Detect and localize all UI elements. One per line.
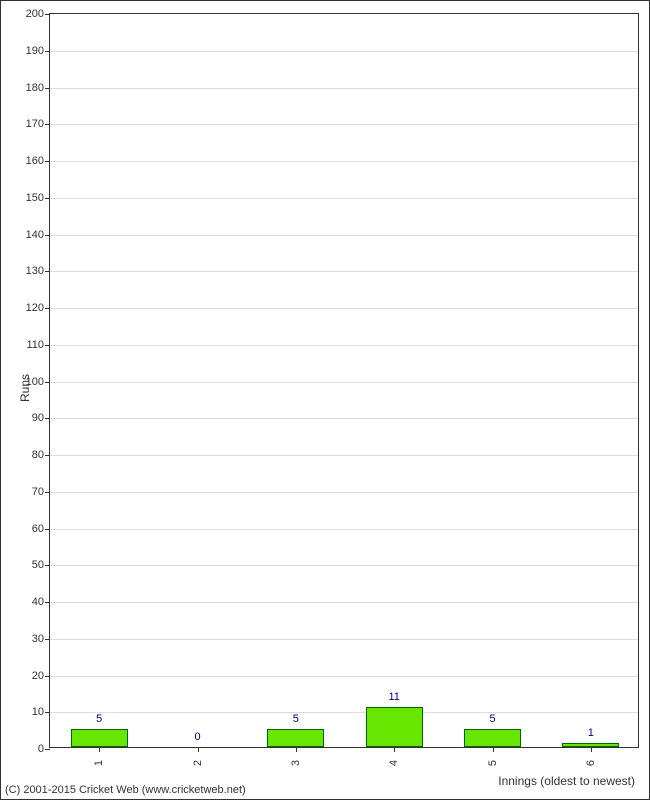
- gridline: [50, 492, 638, 493]
- y-tick-mark: [45, 382, 50, 383]
- gridline: [50, 124, 638, 125]
- x-tick-label: 1: [93, 760, 105, 766]
- x-tick-mark: [99, 747, 100, 752]
- gridline: [50, 602, 638, 603]
- gridline: [50, 161, 638, 162]
- y-tick-label: 80: [32, 449, 44, 461]
- bar: [464, 729, 521, 747]
- gridline: [50, 88, 638, 89]
- bar-value-label: 5: [96, 713, 102, 725]
- x-tick-label: 4: [388, 760, 400, 766]
- x-tick-mark: [198, 747, 199, 752]
- y-tick-mark: [45, 198, 50, 199]
- gridline: [50, 455, 638, 456]
- y-tick-mark: [45, 124, 50, 125]
- chart-container: 0102030405060708090100110120130140150160…: [0, 0, 650, 800]
- y-tick-mark: [45, 529, 50, 530]
- y-tick-mark: [45, 676, 50, 677]
- y-tick-label: 40: [32, 596, 44, 608]
- plot-area: 0102030405060708090100110120130140150160…: [49, 13, 639, 748]
- bar: [366, 707, 423, 747]
- y-tick-label: 10: [32, 706, 44, 718]
- bar-value-label: 0: [194, 731, 200, 743]
- gridline: [50, 676, 638, 677]
- y-tick-mark: [45, 749, 50, 750]
- gridline: [50, 639, 638, 640]
- y-tick-mark: [45, 418, 50, 419]
- y-tick-label: 140: [26, 229, 44, 241]
- x-tick-mark: [296, 747, 297, 752]
- y-tick-label: 50: [32, 559, 44, 571]
- y-tick-label: 60: [32, 523, 44, 535]
- gridline: [50, 382, 638, 383]
- y-tick-label: 110: [26, 339, 44, 351]
- y-tick-label: 170: [26, 118, 44, 130]
- y-tick-label: 160: [26, 155, 44, 167]
- gridline: [50, 529, 638, 530]
- y-tick-label: 0: [38, 743, 44, 755]
- gridline: [50, 198, 638, 199]
- y-tick-mark: [45, 161, 50, 162]
- y-tick-label: 150: [26, 192, 44, 204]
- y-tick-label: 200: [26, 8, 44, 20]
- bar-value-label: 5: [489, 713, 495, 725]
- gridline: [50, 308, 638, 309]
- y-tick-mark: [45, 51, 50, 52]
- x-axis-label: Innings (oldest to newest): [498, 774, 635, 788]
- y-tick-mark: [45, 492, 50, 493]
- bar: [562, 743, 619, 747]
- y-tick-mark: [45, 14, 50, 15]
- gridline: [50, 271, 638, 272]
- bar: [267, 729, 324, 747]
- gridline: [50, 51, 638, 52]
- gridline: [50, 418, 638, 419]
- gridline: [50, 712, 638, 713]
- y-tick-mark: [45, 639, 50, 640]
- y-tick-mark: [45, 235, 50, 236]
- x-tick-label: 2: [192, 760, 204, 766]
- y-tick-label: 70: [32, 486, 44, 498]
- y-tick-mark: [45, 271, 50, 272]
- y-tick-mark: [45, 345, 50, 346]
- y-tick-mark: [45, 602, 50, 603]
- x-tick-mark: [394, 747, 395, 752]
- gridline: [50, 565, 638, 566]
- bar: [71, 729, 128, 747]
- y-tick-mark: [45, 712, 50, 713]
- y-axis-label: Runs: [18, 373, 32, 401]
- y-tick-label: 30: [32, 633, 44, 645]
- y-tick-label: 120: [26, 302, 44, 314]
- copyright-text: (C) 2001-2015 Cricket Web (www.cricketwe…: [5, 784, 246, 796]
- gridline: [50, 345, 638, 346]
- y-tick-mark: [45, 88, 50, 89]
- y-tick-label: 90: [32, 412, 44, 424]
- x-tick-mark: [591, 747, 592, 752]
- bar-value-label: 11: [388, 691, 399, 703]
- x-tick-label: 3: [290, 760, 302, 766]
- y-tick-mark: [45, 455, 50, 456]
- gridline: [50, 235, 638, 236]
- x-tick-mark: [493, 747, 494, 752]
- x-tick-label: 6: [585, 760, 597, 766]
- bar-value-label: 5: [293, 713, 299, 725]
- y-tick-mark: [45, 565, 50, 566]
- x-tick-label: 5: [487, 760, 499, 766]
- y-tick-mark: [45, 308, 50, 309]
- y-tick-label: 20: [32, 670, 44, 682]
- y-tick-label: 130: [26, 265, 44, 277]
- y-tick-label: 190: [26, 45, 44, 57]
- bar-value-label: 1: [588, 727, 594, 739]
- y-tick-label: 180: [26, 82, 44, 94]
